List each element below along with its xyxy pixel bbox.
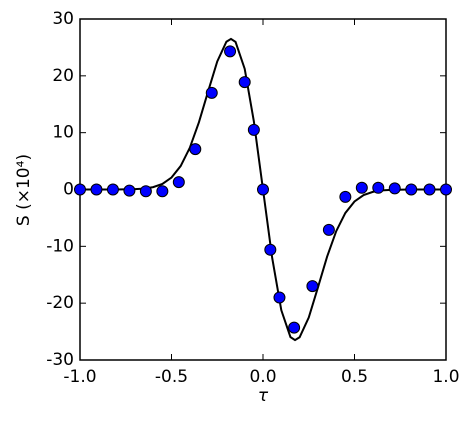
point [257, 183, 269, 196]
point [106, 183, 119, 196]
point [388, 182, 401, 195]
x-tick-label: -0.5 [155, 367, 188, 387]
point [205, 86, 218, 99]
point [238, 76, 251, 89]
x-tick-label: 0.5 [341, 367, 368, 387]
point [273, 291, 286, 304]
point [372, 181, 385, 194]
point [306, 280, 319, 293]
point [288, 321, 301, 334]
point [247, 123, 260, 136]
point [156, 185, 169, 198]
point [339, 190, 352, 203]
y-tick-label: 30 [52, 9, 74, 29]
point [405, 183, 418, 196]
x-tick-label: 0.0 [249, 367, 276, 387]
point [264, 243, 277, 256]
y-axis-label: S (×10⁴) [14, 154, 34, 226]
x-tick-label: 1.0 [432, 367, 459, 387]
y-tick-label: -20 [46, 293, 74, 313]
point [123, 184, 136, 197]
y-tick-label: -30 [46, 350, 74, 370]
point [440, 183, 452, 196]
point [139, 185, 152, 198]
y-tick-label: 10 [52, 123, 74, 143]
point [355, 181, 368, 194]
point [74, 183, 86, 196]
point [423, 183, 436, 196]
point [224, 45, 237, 58]
point [172, 176, 185, 189]
y-tick-label: 20 [52, 66, 74, 86]
x-tick-label: -1.0 [63, 367, 96, 387]
x-axis-label: τ [258, 386, 269, 406]
point [322, 223, 335, 236]
point [90, 183, 103, 196]
y-tick-label: -10 [46, 236, 74, 256]
point [189, 143, 202, 156]
y-tick-label: 0 [63, 180, 74, 200]
